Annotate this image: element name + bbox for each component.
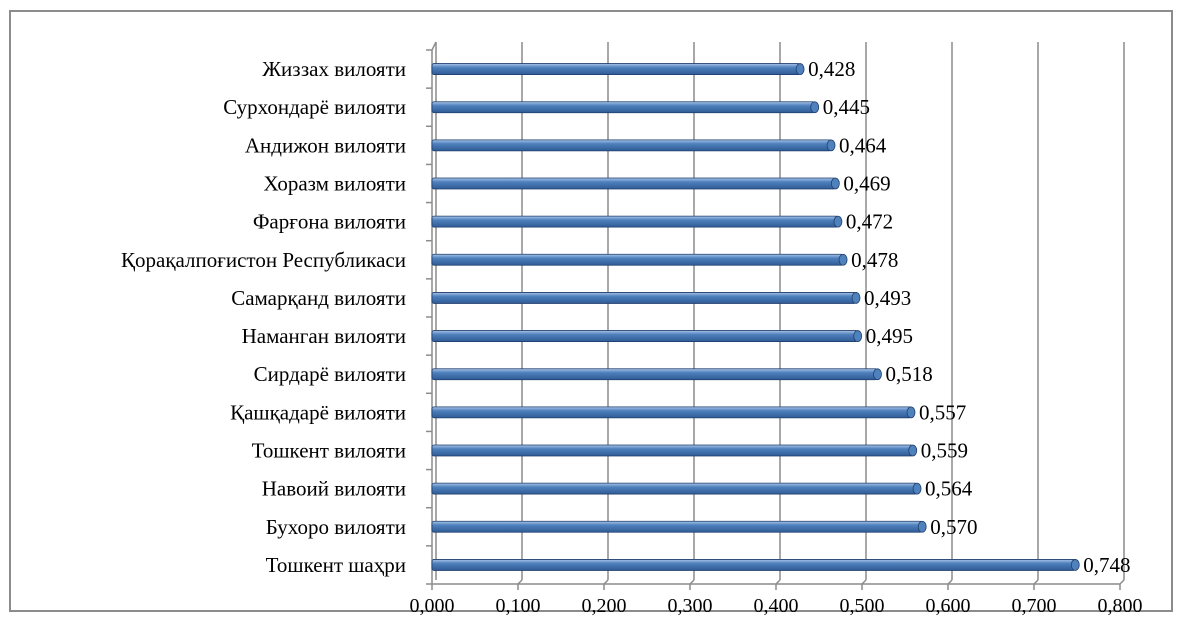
x-tick-label: 0,300 [668,595,713,617]
value-label: 0,445 [823,95,870,119]
category-label: Андижон вилояти [245,133,406,157]
category-label: Жиззах вилояти [262,57,406,81]
x-tick-label: 0,700 [1012,595,1057,617]
bar-cap [795,63,805,75]
bars [431,63,1080,571]
x-tick-label: 0,000 [410,595,455,617]
bar-cap [906,406,916,419]
bar-cap [830,177,840,190]
value-label: 0,428 [808,57,855,81]
y-axis-top-edge [431,41,437,51]
value-label: 0,464 [839,133,887,157]
category-label: Сирдарё вилояти [254,362,406,386]
bar [431,215,839,228]
value-label: 0,469 [843,172,890,196]
bar-cap [1070,559,1080,571]
bar-cap [833,215,843,228]
x-tick-label: 0,100 [496,595,541,617]
x-tick-label: 0,800 [1098,595,1143,617]
bar [431,520,923,533]
bar-cap [908,444,918,457]
value-label: 0,570 [930,515,977,539]
bar [431,368,878,381]
value-label: 0,493 [864,286,911,310]
bar-cap [826,139,836,152]
bar [431,63,801,75]
bar [431,139,832,152]
value-label: 0,557 [919,400,966,424]
bar-cap [917,520,927,533]
value-label: 0,495 [866,324,913,348]
x-tick-label: 0,500 [840,595,885,617]
category-label: Сурхондарё вилояти [223,95,406,119]
category-label: Қашқадарё вилояти [230,400,406,424]
bar [431,177,836,190]
bar [431,253,844,266]
value-label: 0,478 [851,248,898,272]
x-tick-label: 0,600 [926,595,971,617]
category-label: Самарқанд вилояти [231,286,406,310]
labels: 0,000 0,100 0,200 0,300 0,400 0,500 0,600 0,700… [121,57,1143,617]
x-tick-label: 0,400 [754,595,799,617]
category-label: Навоий вилояти [262,477,406,501]
bar [431,406,912,419]
category-label: Наманган вилояти [242,324,406,348]
gridline-floor [1119,579,1125,585]
category-label: Фарғона вилояти [253,210,406,234]
bar [431,444,914,457]
bar [431,559,1076,571]
category-label: Қорақалпоғистон Республикаси [121,248,406,272]
x-tick-label: 0,200 [582,595,627,617]
bar [431,101,816,114]
value-label: 0,564 [925,477,973,501]
category-label: Бухоро вилояти [266,515,406,539]
value-label: 0,472 [846,210,893,234]
bar-cap [873,368,882,381]
category-label: Хоразм вилояти [263,172,406,196]
value-label: 0,748 [1083,553,1130,577]
value-label: 0,518 [885,362,932,386]
bar [431,482,918,495]
bar [431,330,859,342]
axes [426,41,1121,590]
gridlines [517,42,1125,585]
bar-cap [853,330,863,342]
category-label: Тошкент шаҳри [266,553,406,577]
bar-cap [912,482,922,495]
bar-cap [810,101,820,114]
bar [431,292,857,304]
bar-cap [838,253,848,266]
category-label: Тошкент вилояти [252,439,406,463]
bar-cap [851,292,861,304]
value-label: 0,559 [921,439,968,463]
